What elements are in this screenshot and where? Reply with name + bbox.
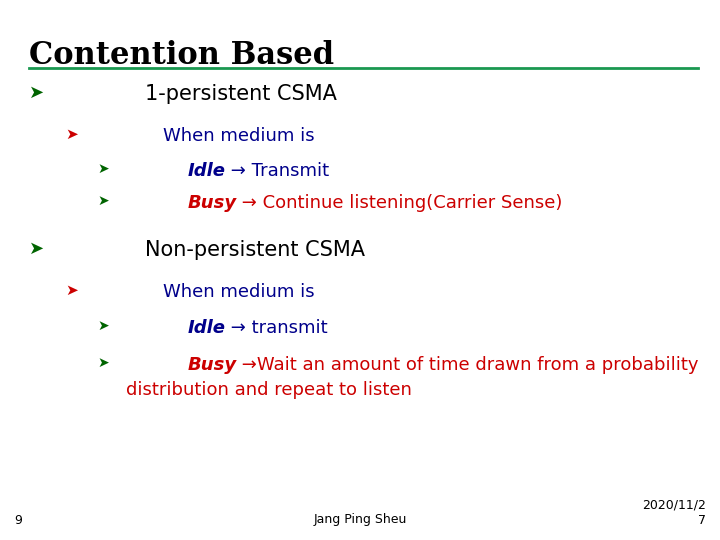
Text: Contention Based: Contention Based [29,40,334,71]
Text: ➤: ➤ [97,319,109,333]
Text: 9: 9 [14,514,22,526]
Text: → Continue listening(Carrier Sense): → Continue listening(Carrier Sense) [236,194,563,212]
Text: → transmit: → transmit [225,319,328,336]
Text: ➤: ➤ [29,240,44,258]
Text: →Wait an amount of time drawn from a probability: →Wait an amount of time drawn from a pro… [236,356,699,374]
Text: Non-persistent CSMA: Non-persistent CSMA [145,240,365,260]
Text: When medium is: When medium is [163,127,315,145]
Text: ➤: ➤ [97,194,109,208]
Text: 1-persistent CSMA: 1-persistent CSMA [145,84,336,104]
Text: ➤: ➤ [29,84,44,102]
Text: 2020/11/2
7: 2020/11/2 7 [642,498,706,526]
Text: → Transmit: → Transmit [225,162,329,180]
Text: Busy: Busy [187,356,236,374]
Text: Idle: Idle [187,319,225,336]
Text: distribution and repeat to listen: distribution and repeat to listen [126,381,412,399]
Text: Busy: Busy [187,194,236,212]
Text: ➤: ➤ [65,127,78,142]
Text: ➤: ➤ [65,283,78,298]
Text: When medium is: When medium is [163,283,315,301]
Text: Jang Ping Sheu: Jang Ping Sheu [313,514,407,526]
Text: ➤: ➤ [97,356,109,370]
Text: ➤: ➤ [97,162,109,176]
Text: Idle: Idle [187,162,225,180]
